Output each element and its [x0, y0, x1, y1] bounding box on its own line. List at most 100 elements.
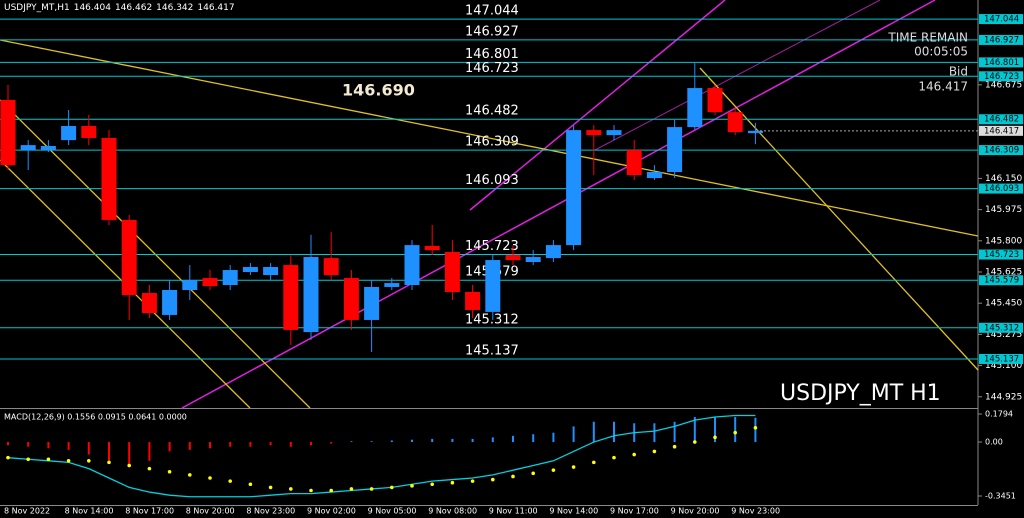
candle-body: [81, 126, 97, 138]
signal-dot: [390, 485, 394, 490]
candle-body: [61, 126, 77, 141]
timer-label: TIME REMAIN: [887, 31, 968, 45]
macd-bar: [431, 438, 434, 443]
candle-body: [384, 283, 400, 287]
signal-dot: [228, 479, 232, 483]
signal-dot: [26, 457, 31, 462]
candle-body: [121, 219, 137, 295]
level-label: 146.801: [465, 47, 519, 62]
candle-body: [141, 293, 157, 313]
candle-body: [485, 260, 501, 312]
level-badge-label: 146.801: [984, 58, 1019, 68]
signal-dot: [147, 466, 152, 471]
macd-bar: [108, 442, 110, 461]
macd-bar: [269, 442, 272, 446]
signal-dot: [329, 488, 334, 493]
macd-bar: [249, 442, 252, 447]
bid-badge: [979, 125, 1023, 136]
signal-dot: [592, 460, 596, 465]
signal-dot: [753, 425, 758, 430]
candle-body: [707, 88, 723, 113]
header-open: 146.404: [74, 3, 111, 13]
candle-body: [747, 130, 763, 134]
signal-dot: [46, 457, 51, 462]
x-tick-label: 8 Nov 20:00: [186, 507, 235, 516]
header-close: 146.417: [197, 3, 234, 13]
y-tick-label: 145.450: [985, 299, 1022, 309]
x-tick-label: 9 Nov 05:00: [368, 507, 417, 516]
macd-bar: [7, 442, 9, 446]
candle-body: [323, 258, 339, 276]
signal-dot: [450, 480, 455, 485]
plot-layer: 146.675 146.150 145.975 145.800 145.625 145.4…: [0, 4, 1023, 516]
candle-body: [525, 257, 541, 263]
macd-bar: [512, 435, 514, 443]
candle-body: [586, 130, 602, 136]
level-badge: [979, 114, 1023, 125]
candle-body: [364, 286, 380, 320]
level-badge: [979, 145, 1023, 156]
level-label: 146.482: [465, 104, 519, 119]
level-badge-label: 147.044: [984, 15, 1019, 25]
level-badge: [979, 34, 1023, 45]
level-badge-label: 145.723: [984, 250, 1019, 260]
candle-body: [505, 255, 521, 261]
y-tick-label: -0.3451: [985, 491, 1016, 500]
signal-dot: [713, 435, 717, 440]
x-tick-label: 8 Nov 14:00: [65, 507, 114, 516]
bid-label: Bid: [949, 65, 968, 79]
signal-dot: [470, 479, 475, 483]
candle-body: [0, 99, 16, 166]
header-high: 146.462: [115, 3, 152, 13]
signal-dot: [369, 487, 374, 491]
macd-bar: [128, 442, 131, 466]
macd-bar: [390, 440, 393, 443]
macd-bar: [734, 417, 737, 443]
macd-bar: [572, 426, 575, 443]
y-tick-label: 0.1794: [985, 410, 1013, 419]
candle-body: [545, 245, 561, 259]
macd-bar: [451, 438, 454, 443]
level-label: 146.927: [465, 24, 519, 39]
level-badge: [979, 57, 1023, 68]
candle-body: [20, 145, 36, 151]
y-tick-label: 145.100: [985, 361, 1022, 371]
candle-body: [667, 127, 683, 173]
level-label: 146.723: [465, 61, 519, 76]
candle-body: [566, 130, 582, 246]
macd-bar: [592, 421, 595, 443]
y-tick-label: 146.675: [985, 80, 1022, 90]
candle-body: [424, 245, 440, 251]
x-tick-label: 9 Nov 23:00: [731, 507, 780, 516]
trend-lines: [0, 0, 979, 409]
y-tick-label: 145.275: [985, 330, 1022, 340]
watermark: USDJPY_MT H1: [780, 381, 941, 406]
trend-line: [0, 39, 979, 237]
macd-bar: [148, 442, 151, 461]
x-tick-label: 9 Nov 02:00: [307, 507, 356, 516]
trend-line: [594, 0, 881, 151]
macd-bar: [552, 432, 555, 443]
signal-dot: [188, 473, 192, 477]
signal-dot: [632, 452, 636, 457]
macd-bar: [47, 442, 50, 449]
candle-body: [444, 252, 460, 292]
macd-bar: [310, 442, 312, 446]
y-tick-label: 145.800: [985, 236, 1022, 246]
candle-body: [303, 257, 319, 333]
level-label: 146.309: [465, 135, 519, 150]
level-badge-label: 145.137: [984, 354, 1019, 364]
macd-line: [7, 414, 756, 498]
candle-body: [242, 267, 258, 272]
macd-bar: [673, 421, 676, 443]
macd-bar: [27, 442, 30, 447]
macd-bar: [188, 442, 191, 450]
candle-body: [404, 245, 420, 286]
y-tick-label: 146.150: [985, 174, 1022, 184]
candle-body: [263, 267, 279, 276]
signal-dot: [672, 444, 677, 449]
macd-bar: [350, 441, 353, 443]
macd-bar: [411, 439, 413, 443]
header-low: 146.342: [156, 3, 193, 13]
level-label: 145.312: [465, 312, 519, 327]
